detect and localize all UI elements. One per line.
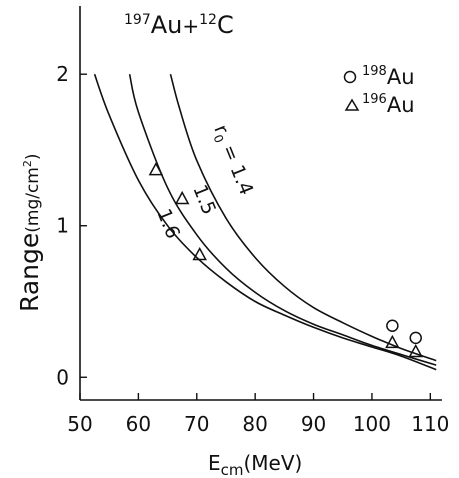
- ticks: [79, 73, 432, 400]
- x-tick-label-50: 50: [67, 412, 92, 436]
- x-tick-label-90: 90: [301, 412, 326, 436]
- title-mass-2: 12: [199, 12, 217, 28]
- point-196au-3: [192, 246, 207, 261]
- y-label-unit-sup: 2: [21, 160, 34, 167]
- legend: 198Au 196Au: [343, 64, 415, 117]
- legend-mass-196: 196: [362, 92, 387, 107]
- legend-entry-198au: 198Au: [362, 64, 415, 89]
- legend-circle-symbol: [343, 70, 357, 84]
- y-label-unit: (mg/cm: [23, 167, 43, 233]
- range-curve-1: [169, 73, 437, 362]
- title-element-1: Au: [151, 11, 183, 39]
- y-tick-label-0: 0: [56, 365, 69, 389]
- y-tick-label-2: 2: [56, 62, 69, 86]
- x-label-unit: (MeV): [244, 451, 303, 475]
- title-plus: +: [182, 14, 199, 38]
- curves: [93, 73, 437, 371]
- title-element-2: C: [217, 11, 234, 39]
- x-axis-label: Ecm(MeV): [208, 451, 302, 478]
- chart-title: 197Au+12C: [124, 11, 234, 39]
- legend-element-196: Au: [387, 93, 415, 117]
- y-label-unit-close: ): [23, 153, 43, 160]
- r0-value: = 1.4: [215, 136, 257, 198]
- data-points: [148, 162, 423, 358]
- title-mass-1: 197: [124, 12, 151, 28]
- point-196au-5: [408, 343, 423, 358]
- tick-labels: 50 60 70 80 90 100 110 0 1 2: [56, 62, 449, 436]
- x-tick-label-100: 100: [353, 412, 391, 436]
- x-label-main: E: [208, 451, 221, 475]
- point-196au-1: [148, 162, 164, 176]
- legend-element-198: Au: [387, 65, 415, 89]
- x-label-subscript: cm: [221, 461, 244, 478]
- legend-triangle-symbol: [344, 98, 360, 111]
- y-tick-label-1: 1: [56, 214, 69, 238]
- point-196au-4: [385, 334, 400, 349]
- legend-mass-198: 198: [362, 64, 387, 79]
- x-tick-label-60: 60: [126, 412, 151, 436]
- x-tick-label-70: 70: [184, 412, 209, 436]
- y-label-main: Range: [15, 233, 44, 312]
- curve-label-1-5: 1.5: [188, 182, 220, 218]
- legend-entry-196au: 196Au: [362, 92, 415, 117]
- point-198au-1: [386, 319, 399, 332]
- curve-label-1-6: 1.6: [152, 206, 184, 242]
- y-axis-label: Range(mg/cm2): [15, 153, 44, 312]
- range-curve-3: [93, 73, 437, 371]
- point-198au-2: [409, 331, 422, 345]
- axes: [79, 6, 442, 401]
- x-tick-label-110: 110: [411, 412, 449, 436]
- curve-label-r0: r0 = 1.4: [208, 122, 258, 199]
- point-196au-2: [174, 190, 190, 205]
- x-tick-label-80: 80: [242, 412, 267, 436]
